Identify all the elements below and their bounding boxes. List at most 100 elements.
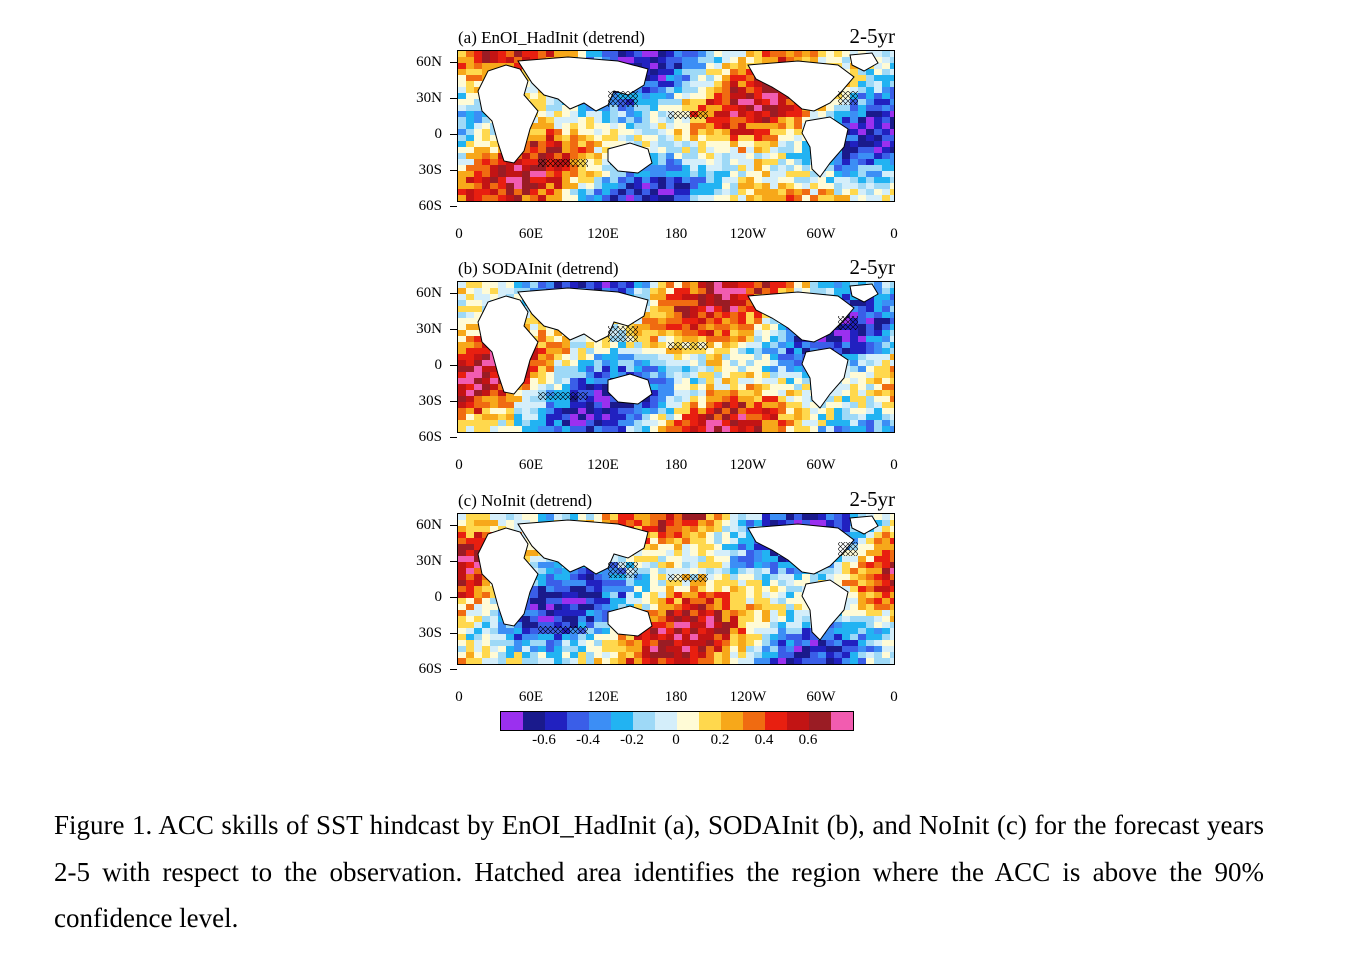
continent-outline (849, 52, 879, 72)
latitude-tick (450, 437, 457, 439)
longitude-label: 0 (455, 457, 463, 473)
latitude-tick (450, 365, 457, 367)
panel-title: (a) EnOI_HadInit (detrend) (458, 28, 645, 47)
longitude-label: 120W (729, 689, 767, 705)
latitude-tick (450, 98, 457, 100)
latitude-tick (450, 401, 457, 403)
latitude-label: 30S (418, 625, 442, 641)
continent-outline (477, 527, 539, 627)
longitude-label: 0 (455, 226, 463, 242)
colorbar-swatch (611, 712, 633, 730)
colorbar-swatch (501, 712, 523, 730)
colorbar-swatch (633, 712, 655, 730)
significance-hatch (538, 392, 588, 400)
panel-period: 2-5yr (849, 24, 896, 48)
colorbar-label: -0.6 (532, 732, 556, 748)
latitude-label: 60N (416, 285, 442, 301)
longitude-label: 120E (587, 689, 619, 705)
continent-outline (849, 515, 879, 535)
latitude-label: 60N (416, 517, 442, 533)
latitude-tick (450, 293, 457, 295)
significance-hatch (668, 111, 708, 119)
longitude-label: 0 (890, 457, 898, 473)
sst-acc-map (457, 50, 895, 202)
longitude-label: 120E (587, 457, 619, 473)
colorbar-swatch (765, 712, 787, 730)
latitude-tick (450, 669, 457, 671)
latitude-tick (450, 633, 457, 635)
significance-hatch (668, 574, 708, 582)
panel-period: 2-5yr (849, 255, 896, 279)
colorbar-swatch (677, 712, 699, 730)
longitude-label: 60E (518, 457, 544, 473)
latitude-tick (450, 561, 457, 563)
longitude-label: 120E (587, 226, 619, 242)
latitude-tick (450, 597, 457, 599)
map-panel: (b) SODAInit (detrend) 2-5yr 60N 30N 0 30S 60S… (400, 255, 910, 489)
colorbar-swatch (545, 712, 567, 730)
longitude-label: 0 (890, 689, 898, 705)
latitude-label: 0 (434, 589, 443, 605)
longitude-label: 60W (806, 226, 836, 242)
significance-hatch (538, 159, 588, 167)
latitude-label: 0 (434, 126, 443, 142)
longitude-label: 0 (455, 689, 463, 705)
continent-outline (849, 283, 879, 303)
significance-hatch (838, 91, 858, 105)
latitude-label: 30S (418, 162, 442, 178)
latitude-label: 60S (418, 661, 442, 677)
longitude-label: 180 (664, 226, 688, 242)
figure-caption: Figure 1. ACC skills of SST hindcast by … (54, 810, 1264, 933)
significance-hatch (838, 316, 858, 330)
continent-outline (747, 291, 855, 343)
colorbar-label: 0.2 (710, 732, 730, 748)
continent-outline (477, 64, 539, 164)
continent-outline (801, 347, 849, 409)
colorbar-swatch (523, 712, 545, 730)
significance-hatch (608, 91, 638, 107)
colorbar-swatch (699, 712, 721, 730)
panel-title: (b) SODAInit (detrend) (458, 259, 619, 278)
continent-outline (607, 373, 653, 405)
map-panel: (a) EnOI_HadInit (detrend) 2-5yr 60N 30N 0 30… (400, 24, 910, 258)
significance-hatch (608, 326, 638, 342)
colorbar-swatch (809, 712, 831, 730)
continent-outline (747, 60, 855, 112)
colorbar-swatch (831, 712, 853, 730)
panel-title: (c) NoInit (detrend) (458, 491, 593, 510)
significance-hatch (668, 342, 708, 350)
colorbar-label: 0 (672, 732, 680, 748)
colorbar-label: -0.4 (576, 732, 600, 748)
colorbar (500, 711, 854, 731)
sst-acc-map (457, 281, 895, 433)
colorbar-label: 0.6 (798, 732, 818, 748)
significance-hatch (838, 542, 858, 556)
latitude-tick (450, 206, 457, 208)
longitude-label: 60E (518, 689, 544, 705)
latitude-tick (450, 170, 457, 172)
continent-outline (477, 295, 539, 395)
colorbar-swatch (721, 712, 743, 730)
colorbar-swatch (743, 712, 765, 730)
latitude-tick (450, 62, 457, 64)
continent-outline (801, 579, 849, 641)
longitude-label: 120W (729, 457, 767, 473)
sst-acc-map (457, 513, 895, 665)
latitude-label: 0 (434, 357, 443, 373)
latitude-label: 60S (418, 198, 442, 214)
latitude-tick (450, 329, 457, 331)
latitude-label: 60S (418, 429, 442, 445)
longitude-label: 180 (664, 457, 688, 473)
latitude-label: 30N (416, 553, 442, 569)
colorbar-label: 0.4 (754, 732, 774, 748)
latitude-label: 30S (418, 393, 442, 409)
continent-outline (801, 116, 849, 178)
colorbar-swatch (589, 712, 611, 730)
latitude-label: 60N (416, 54, 442, 70)
panel-period: 2-5yr (849, 487, 896, 511)
significance-hatch (538, 626, 588, 634)
longitude-label: 0 (890, 226, 898, 242)
colorbar-swatch (787, 712, 809, 730)
colorbar-swatch (655, 712, 677, 730)
colorbar-swatch (567, 712, 589, 730)
